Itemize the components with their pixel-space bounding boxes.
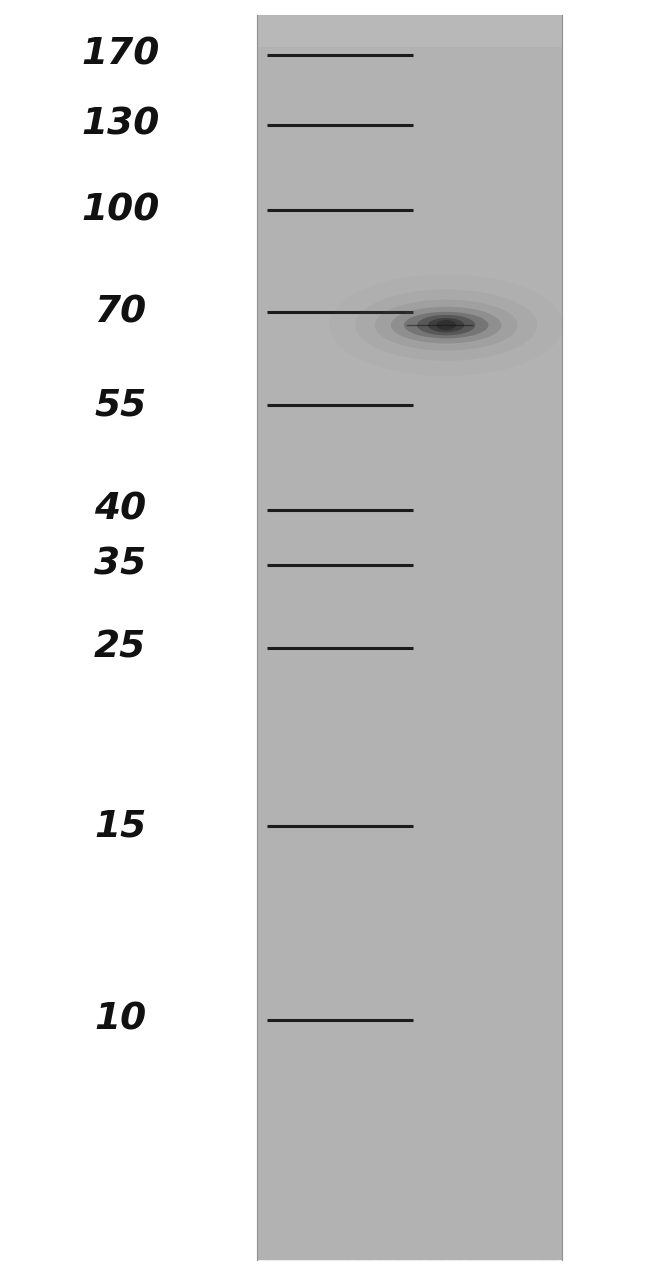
Bar (277, 15, 287, 1260)
Bar (501, 15, 512, 1260)
Ellipse shape (391, 307, 501, 343)
Bar (348, 15, 359, 1260)
Bar (359, 15, 369, 1260)
Bar (287, 15, 298, 1260)
Bar (328, 15, 338, 1260)
Bar (307, 15, 318, 1260)
Bar (512, 15, 521, 1260)
Bar (450, 15, 460, 1260)
Bar (399, 15, 410, 1260)
Bar (521, 15, 532, 1260)
Bar (389, 15, 399, 1260)
Text: 130: 130 (81, 107, 159, 143)
Bar (257, 15, 562, 1260)
Ellipse shape (417, 315, 475, 335)
Ellipse shape (428, 317, 464, 333)
Bar (369, 15, 379, 1260)
Text: 70: 70 (94, 295, 146, 330)
Text: 15: 15 (94, 808, 146, 844)
Bar (440, 15, 450, 1260)
Bar (338, 15, 348, 1260)
Bar (552, 15, 562, 1260)
Bar (318, 15, 328, 1260)
Ellipse shape (404, 312, 488, 338)
Bar (430, 15, 440, 1260)
Text: 100: 100 (81, 193, 159, 228)
Bar (257, 15, 267, 1260)
Bar (410, 15, 420, 1260)
Text: 10: 10 (94, 1002, 146, 1038)
Bar (471, 15, 481, 1260)
Bar (257, 15, 562, 47)
Bar (542, 15, 552, 1260)
Bar (481, 15, 491, 1260)
Bar (298, 15, 307, 1260)
Text: 40: 40 (94, 492, 146, 528)
Text: 55: 55 (94, 388, 146, 423)
Text: 35: 35 (94, 547, 146, 583)
Bar (420, 15, 430, 1260)
Text: 170: 170 (81, 37, 159, 73)
Bar (491, 15, 501, 1260)
Bar (267, 15, 277, 1260)
Ellipse shape (436, 320, 456, 330)
Ellipse shape (355, 289, 537, 361)
Ellipse shape (374, 300, 517, 351)
Bar (379, 15, 389, 1260)
Text: 25: 25 (94, 630, 146, 666)
Bar (460, 15, 471, 1260)
Bar (532, 15, 542, 1260)
